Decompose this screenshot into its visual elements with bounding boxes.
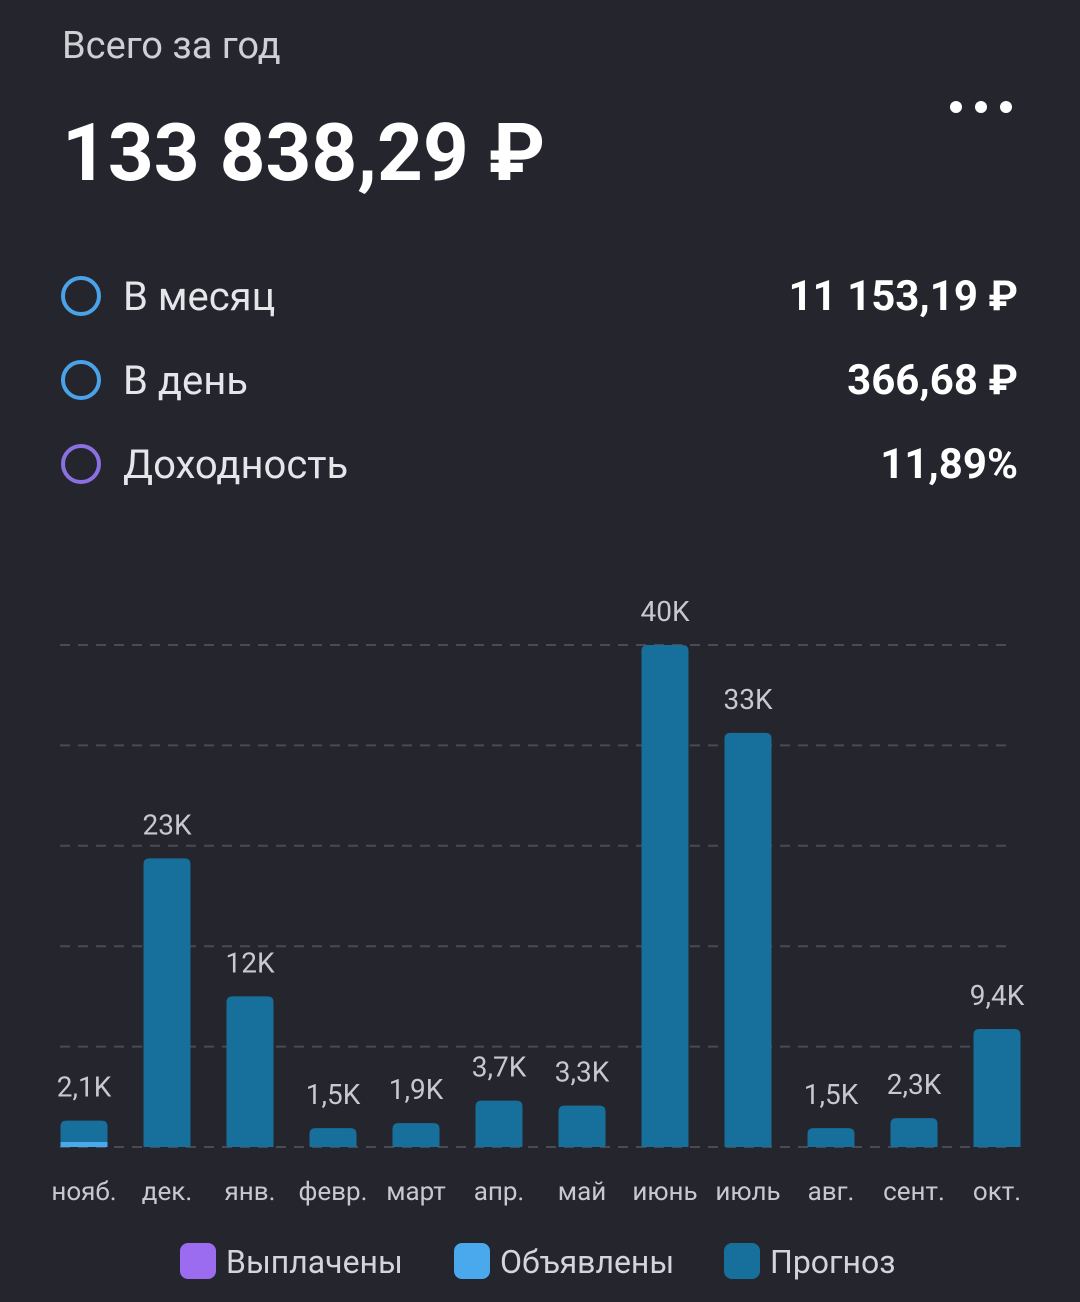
bar-segment xyxy=(60,1141,108,1147)
stat-marker xyxy=(61,360,101,400)
legend-swatch xyxy=(454,1243,490,1279)
bar-value-label: 2,1K xyxy=(57,1071,112,1104)
bar-value-label: 1,9K xyxy=(389,1073,444,1106)
legend-swatch xyxy=(180,1243,216,1279)
bar-segment xyxy=(641,645,689,1147)
bar-value-label: 1,5K xyxy=(306,1078,361,1111)
bar-segment xyxy=(558,1105,606,1147)
bar-value-label: 33K xyxy=(723,683,772,716)
bar-segment xyxy=(309,1128,357,1147)
legend-label: Прогноз xyxy=(770,1243,895,1281)
stat-value: 11,89% xyxy=(880,440,1018,489)
x-tick-label: сент. xyxy=(883,1177,945,1207)
menu-dot xyxy=(975,101,987,113)
x-tick-label: апр. xyxy=(474,1177,525,1207)
stat-label: В месяц xyxy=(123,273,275,320)
bar-value-label: 12K xyxy=(225,946,274,979)
bar-segment xyxy=(60,1120,108,1142)
menu-dot xyxy=(1000,101,1012,113)
bar-value-label: 3,7K xyxy=(472,1051,527,1084)
x-tick-label: июль xyxy=(715,1177,780,1207)
bar-value-label: 3,3K xyxy=(555,1056,610,1089)
menu-button[interactable] xyxy=(950,101,1012,113)
bar-segment xyxy=(392,1123,440,1147)
legend-swatch xyxy=(724,1243,760,1279)
stat-marker xyxy=(61,276,101,316)
bar-segment xyxy=(890,1118,938,1147)
legend-label: Объявлены xyxy=(500,1243,674,1281)
bar-value-label: 23K xyxy=(142,808,191,841)
bar-value-label: 40K xyxy=(640,595,689,628)
bar-segment xyxy=(226,996,274,1147)
x-tick-label: март xyxy=(386,1177,446,1207)
bar-segment xyxy=(724,732,772,1147)
x-tick-label: дек. xyxy=(142,1177,192,1207)
stat-marker xyxy=(61,444,101,484)
x-tick-label: авг. xyxy=(808,1177,855,1207)
bar-segment xyxy=(807,1128,855,1147)
x-tick-label: июнь xyxy=(632,1177,697,1207)
x-tick-label: февр. xyxy=(299,1177,368,1207)
bar-segment xyxy=(475,1100,523,1147)
bar-segment xyxy=(973,1029,1021,1147)
x-tick-label: окт. xyxy=(973,1177,1021,1207)
stat-value: 366,68 ₽ xyxy=(847,356,1018,405)
stat-value: 11 153,19 ₽ xyxy=(788,272,1018,321)
x-tick-label: май xyxy=(558,1177,606,1207)
bar-value-label: 1,5K xyxy=(804,1078,859,1111)
total-amount: 133 838,29 ₽ xyxy=(62,106,545,200)
menu-dot xyxy=(950,101,962,113)
x-tick-label: янв. xyxy=(225,1177,276,1207)
bar-segment xyxy=(143,858,191,1147)
x-tick-label: нояб. xyxy=(51,1177,116,1207)
title: Всего за год xyxy=(62,24,281,68)
bar-value-label: 9,4K xyxy=(970,979,1025,1012)
stat-label: Доходность xyxy=(123,441,348,488)
stat-label: В день xyxy=(123,357,248,404)
bar-value-label: 2,3K xyxy=(887,1068,942,1101)
legend-label: Выплачены xyxy=(226,1243,403,1281)
